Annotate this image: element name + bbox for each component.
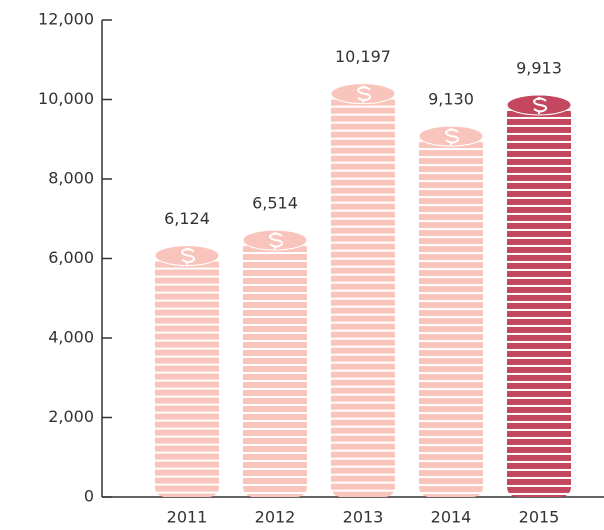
y-tick-label: 2,000	[48, 407, 94, 426]
x-tick-label: 2011	[167, 508, 208, 527]
coin-symbol	[532, 96, 548, 114]
x-tick-label: 2013	[343, 508, 384, 527]
value-label: 6,514	[252, 194, 298, 213]
coin-symbol	[356, 85, 372, 103]
bar	[507, 102, 571, 497]
bar	[155, 253, 219, 497]
coin-symbol	[444, 128, 460, 146]
coin-symbol	[268, 232, 284, 250]
x-tick-label: 2014	[431, 508, 472, 527]
y-tick-label: 12,000	[38, 10, 94, 29]
bar	[419, 134, 483, 497]
y-tick-label: 8,000	[48, 169, 94, 188]
y-tick-label: 4,000	[48, 328, 94, 347]
value-label: 9,913	[516, 58, 562, 77]
bar	[243, 238, 307, 498]
y-tick-label: 10,000	[38, 89, 94, 108]
y-tick-label: 0	[84, 487, 94, 506]
value-label: 10,197	[335, 47, 391, 66]
coin-symbol	[180, 247, 196, 265]
value-label: 6,124	[164, 209, 210, 228]
x-tick-label: 2012	[255, 508, 296, 527]
bar	[331, 91, 395, 497]
value-label: 9,130	[428, 90, 474, 109]
x-tick-label: 2015	[519, 508, 560, 527]
y-tick-label: 6,000	[48, 248, 94, 267]
